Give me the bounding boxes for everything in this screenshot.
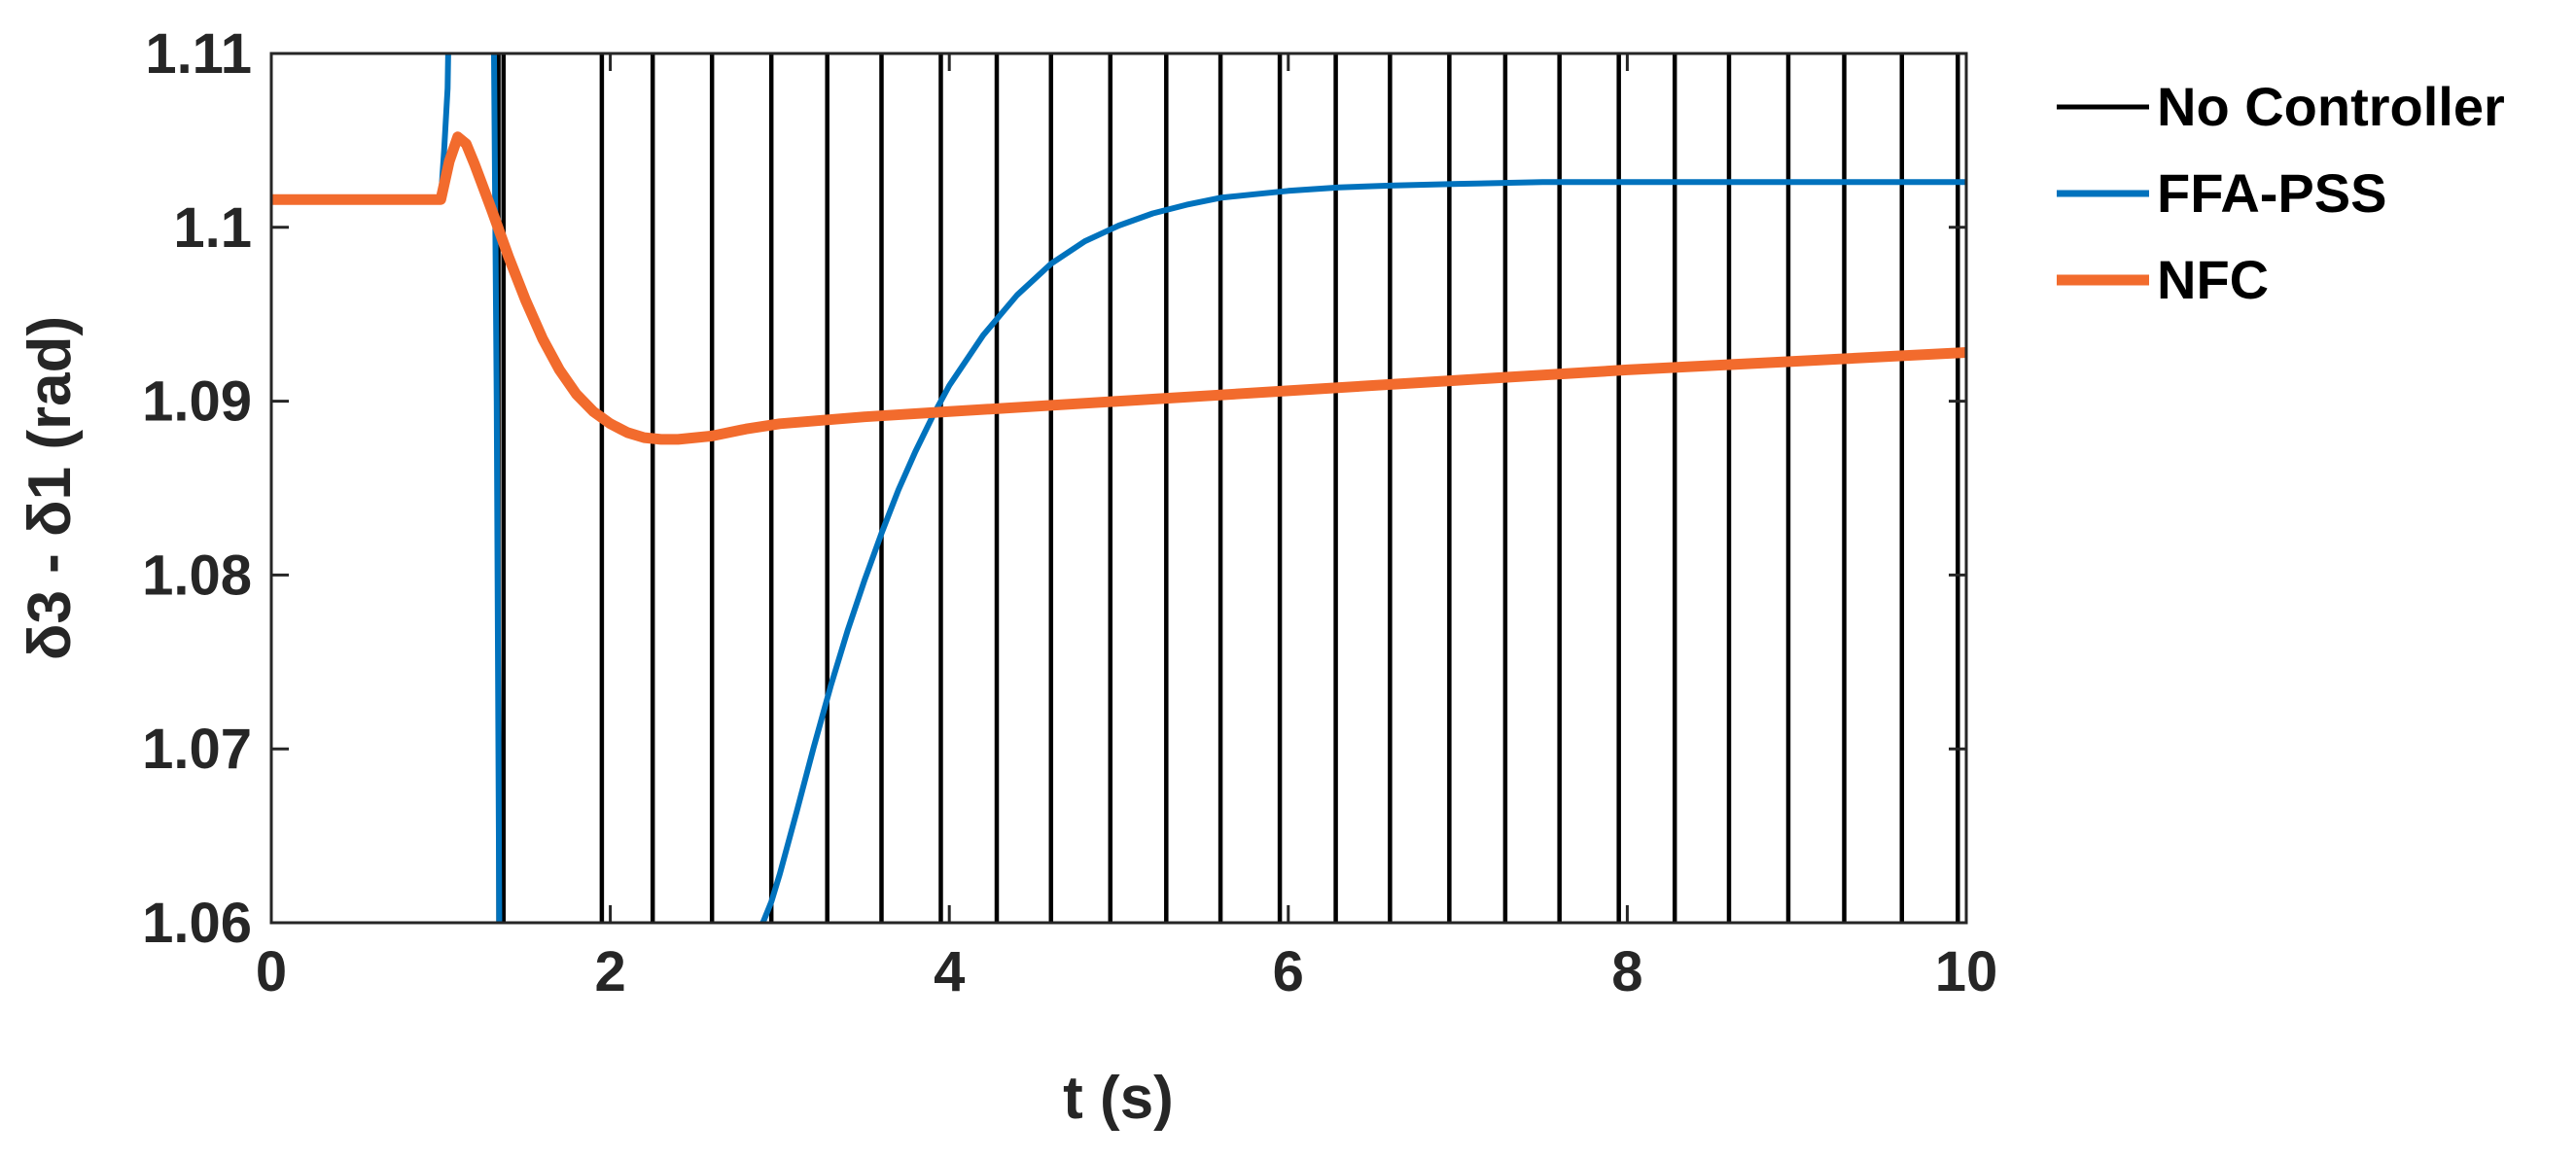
legend-label-no-controller: No Controller — [2157, 76, 2505, 137]
y-tick-label-0: 1.06 — [142, 892, 252, 955]
y-tick-label-1: 1.07 — [142, 718, 252, 781]
legend: No Controller FFA-PSS NFC — [2057, 76, 2505, 310]
x-tick-label-1: 2 — [594, 940, 625, 1003]
y-tick-label-4: 1.1 — [173, 196, 252, 260]
x-tick-label-3: 6 — [1273, 940, 1304, 1003]
plot-area — [271, 53, 1966, 923]
x-axis-label: t (s) — [1063, 1065, 1174, 1132]
series-layer — [271, 53, 1966, 923]
legend-label-ffa-pss: FFA-PSS — [2157, 162, 2386, 224]
x-tick-label-2: 4 — [934, 940, 965, 1003]
x-tick-label-4: 8 — [1611, 940, 1642, 1003]
legend-label-nfc: NFC — [2157, 249, 2269, 310]
y-tick-label-2: 1.08 — [142, 544, 252, 607]
y-axis-label: δ3 - δ1 (rad) — [17, 316, 84, 660]
tick-layer: 0 2 4 6 8 10 1.06 1.07 1.08 1.09 1.1 1.11 — [142, 22, 1997, 1003]
nfc-line-0 — [271, 131, 1966, 445]
plot-frame — [269, 52, 1968, 925]
ffa-pss-line-1 — [490, 53, 1966, 923]
y-tick-label-3: 1.09 — [142, 370, 252, 434]
x-tick-label-0: 0 — [256, 940, 287, 1003]
y-tick-label-5: 1.11 — [145, 22, 252, 86]
x-tick-label-5: 10 — [1935, 940, 1998, 1003]
